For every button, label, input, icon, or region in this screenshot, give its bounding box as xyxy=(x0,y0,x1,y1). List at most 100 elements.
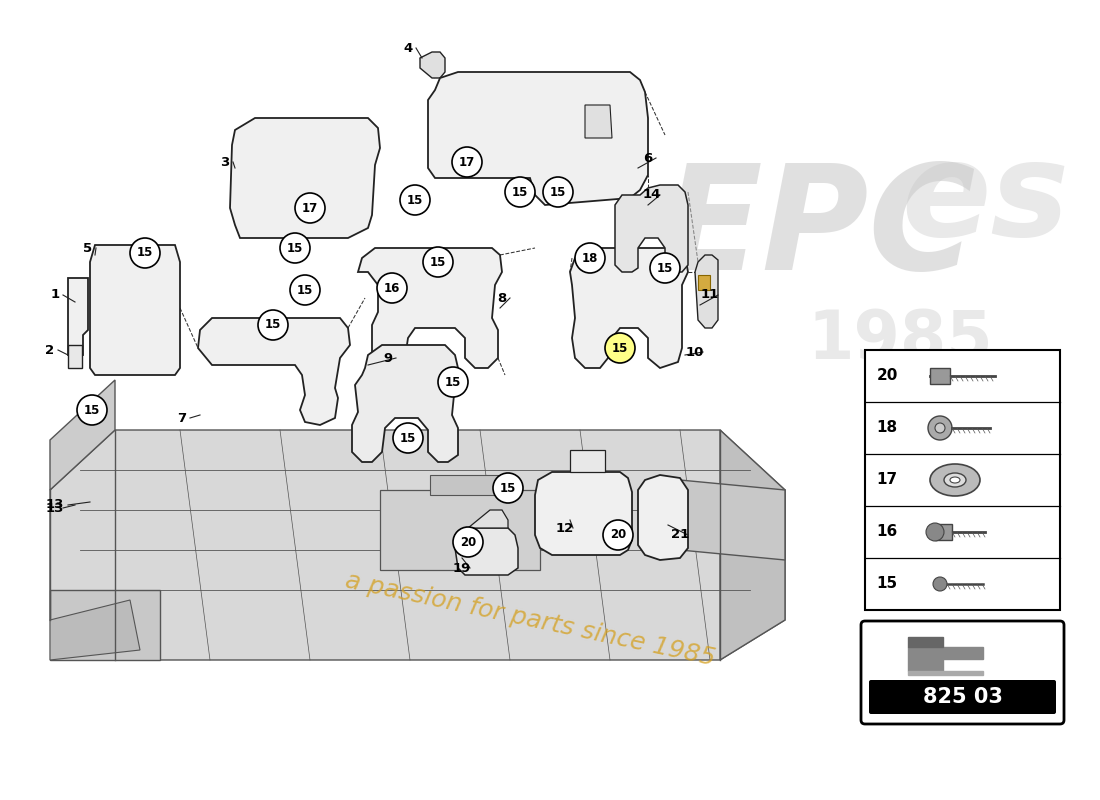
Text: 15: 15 xyxy=(430,255,447,269)
Circle shape xyxy=(543,177,573,207)
Circle shape xyxy=(605,333,635,363)
Polygon shape xyxy=(935,524,952,540)
Circle shape xyxy=(650,253,680,283)
Text: 15: 15 xyxy=(550,186,566,198)
Circle shape xyxy=(438,367,468,397)
Text: es: es xyxy=(901,137,1069,263)
Circle shape xyxy=(505,177,535,207)
Polygon shape xyxy=(908,637,943,647)
Text: 6: 6 xyxy=(644,151,652,165)
Polygon shape xyxy=(570,248,688,368)
Circle shape xyxy=(453,527,483,557)
Text: 3: 3 xyxy=(220,155,230,169)
Text: 9: 9 xyxy=(384,351,393,365)
Text: 14: 14 xyxy=(642,189,661,202)
FancyBboxPatch shape xyxy=(861,621,1064,724)
Polygon shape xyxy=(358,248,502,368)
Text: 1: 1 xyxy=(51,289,59,302)
Polygon shape xyxy=(930,368,950,384)
Polygon shape xyxy=(908,647,982,671)
Polygon shape xyxy=(68,278,88,355)
Text: 825 03: 825 03 xyxy=(923,687,1002,707)
Text: 17: 17 xyxy=(301,202,318,214)
Text: 1985: 1985 xyxy=(807,307,993,373)
Polygon shape xyxy=(698,275,710,290)
Polygon shape xyxy=(695,255,718,328)
Text: a passion for parts since 1985: a passion for parts since 1985 xyxy=(343,569,717,671)
Text: 13: 13 xyxy=(46,502,64,514)
Circle shape xyxy=(400,185,430,215)
Text: EPC: EPC xyxy=(663,159,977,301)
Polygon shape xyxy=(428,72,648,205)
Text: 15: 15 xyxy=(499,482,516,494)
Text: 4: 4 xyxy=(404,42,412,54)
Circle shape xyxy=(393,423,424,453)
Circle shape xyxy=(575,243,605,273)
Text: 13: 13 xyxy=(46,498,64,511)
Text: 15: 15 xyxy=(407,194,424,206)
Ellipse shape xyxy=(944,473,966,487)
Circle shape xyxy=(77,395,107,425)
Circle shape xyxy=(130,238,159,268)
Text: 19: 19 xyxy=(453,562,471,574)
Text: 15: 15 xyxy=(287,242,304,254)
Text: 17: 17 xyxy=(459,155,475,169)
Circle shape xyxy=(424,247,453,277)
Text: 15: 15 xyxy=(297,283,313,297)
Polygon shape xyxy=(468,510,508,528)
Text: 20: 20 xyxy=(460,535,476,549)
Polygon shape xyxy=(50,430,785,660)
Ellipse shape xyxy=(930,464,980,496)
Text: 15: 15 xyxy=(84,403,100,417)
Polygon shape xyxy=(638,475,688,560)
Text: 2: 2 xyxy=(45,343,55,357)
Text: 16: 16 xyxy=(877,525,898,539)
Text: 15: 15 xyxy=(657,262,673,274)
Polygon shape xyxy=(198,318,350,425)
Text: 16: 16 xyxy=(384,282,400,294)
Text: 11: 11 xyxy=(701,289,719,302)
Polygon shape xyxy=(430,475,510,495)
Text: 5: 5 xyxy=(84,242,92,254)
Polygon shape xyxy=(50,590,160,660)
Circle shape xyxy=(933,577,947,591)
Polygon shape xyxy=(535,472,632,555)
Circle shape xyxy=(280,233,310,263)
Text: 15: 15 xyxy=(612,342,628,354)
Polygon shape xyxy=(908,671,982,675)
Text: 21: 21 xyxy=(671,529,689,542)
Polygon shape xyxy=(420,52,446,78)
Circle shape xyxy=(452,147,482,177)
Polygon shape xyxy=(379,490,540,570)
Text: 15: 15 xyxy=(265,318,282,331)
Text: 15: 15 xyxy=(877,577,898,591)
Text: 15: 15 xyxy=(399,431,416,445)
Text: 15: 15 xyxy=(136,246,153,259)
Polygon shape xyxy=(68,345,82,368)
Polygon shape xyxy=(615,185,688,272)
Text: 18: 18 xyxy=(877,421,898,435)
Circle shape xyxy=(290,275,320,305)
Polygon shape xyxy=(570,450,605,472)
Text: 20: 20 xyxy=(877,369,898,383)
Polygon shape xyxy=(720,430,785,660)
Text: 15: 15 xyxy=(512,186,528,198)
Text: 7: 7 xyxy=(177,411,187,425)
Text: 8: 8 xyxy=(497,291,507,305)
Polygon shape xyxy=(680,480,785,560)
Text: 18: 18 xyxy=(582,251,598,265)
Polygon shape xyxy=(352,345,458,462)
Circle shape xyxy=(493,473,522,503)
Text: 20: 20 xyxy=(609,529,626,542)
Circle shape xyxy=(926,523,944,541)
Polygon shape xyxy=(455,528,518,575)
Polygon shape xyxy=(585,105,612,138)
Circle shape xyxy=(258,310,288,340)
Text: 17: 17 xyxy=(877,473,898,487)
Polygon shape xyxy=(90,245,180,375)
Polygon shape xyxy=(230,118,380,238)
Polygon shape xyxy=(50,600,140,660)
Text: 12: 12 xyxy=(556,522,574,534)
Circle shape xyxy=(295,193,324,223)
Circle shape xyxy=(377,273,407,303)
